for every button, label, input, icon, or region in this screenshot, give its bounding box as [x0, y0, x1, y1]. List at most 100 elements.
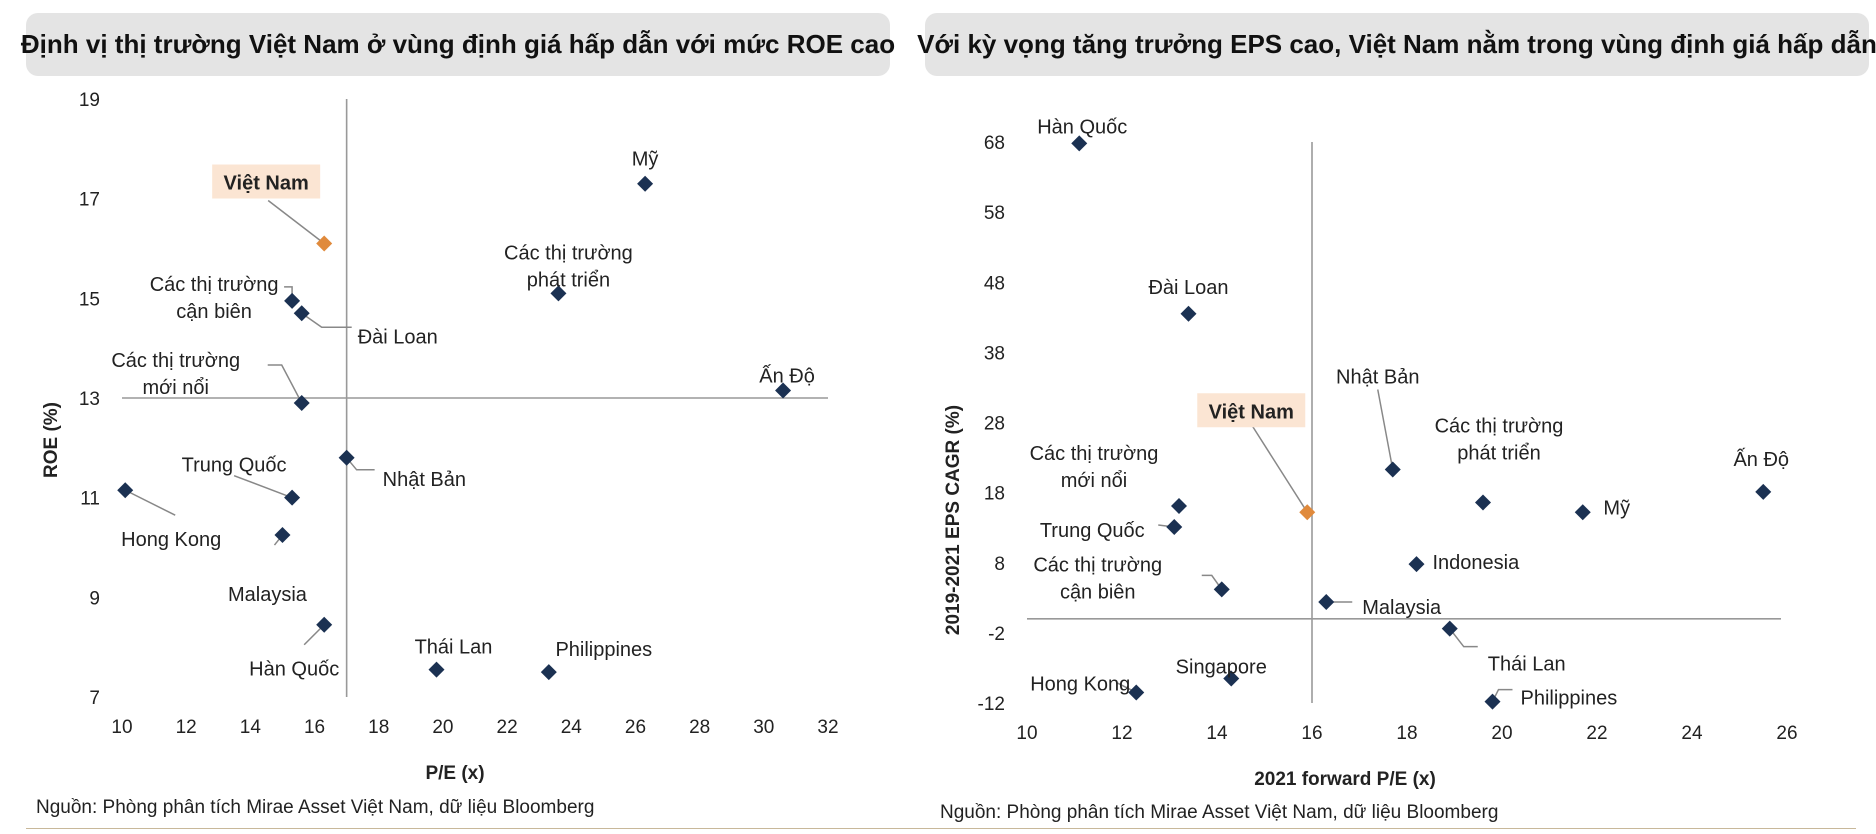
data-point — [117, 482, 134, 499]
x-tick-label: 18 — [1396, 723, 1417, 744]
leader-line — [124, 489, 176, 516]
chart-title: Với kỳ vọng tăng trưởng EPS cao, Việt Na… — [917, 13, 1876, 76]
x-tick-label: 18 — [368, 717, 389, 738]
leader-line — [267, 199, 325, 245]
x-tick-label: 26 — [625, 717, 646, 738]
data-label: cận biên — [1060, 581, 1136, 603]
data-label: Thái Lan — [415, 637, 493, 659]
data-label: Các thị trường — [504, 242, 633, 264]
data-point-highlight — [316, 235, 333, 252]
leader-line — [1449, 628, 1478, 648]
data-label: mới nổi — [1061, 470, 1127, 492]
y-tick-label: 7 — [89, 688, 100, 709]
x-tick-label: 28 — [689, 717, 710, 738]
data-label: Malaysia — [1362, 597, 1442, 619]
data-point — [274, 527, 291, 544]
data-label: Ấn Độ — [759, 365, 815, 388]
data-label: phát triển — [527, 269, 610, 291]
y-tick-label: 68 — [984, 133, 1005, 154]
y-axis-title: 2019-2021 EPS CAGR (%) — [943, 405, 964, 635]
data-label: Các thị trường — [150, 274, 279, 296]
leader-line — [1377, 389, 1394, 470]
y-tick-label: 15 — [79, 289, 100, 310]
x-tick-label: 12 — [176, 717, 197, 738]
data-point — [1484, 693, 1501, 710]
data-label: phát triển — [1457, 442, 1540, 464]
leader-line — [233, 474, 293, 499]
data-label: Nhật Bản — [1336, 366, 1419, 388]
chart-title: Định vị thị trường Việt Nam ở vùng định … — [21, 13, 895, 76]
data-label: Hong Kong — [1030, 673, 1130, 695]
y-tick-label: 18 — [984, 484, 1005, 505]
data-label: Indonesia — [1433, 552, 1521, 574]
data-point — [1128, 684, 1145, 701]
y-tick-label: 13 — [79, 389, 100, 410]
data-label: Philippines — [555, 639, 652, 661]
data-point — [1180, 305, 1197, 322]
y-tick-label: 48 — [984, 273, 1005, 294]
data-point — [550, 285, 567, 302]
leader-line — [1250, 423, 1308, 513]
x-tick-label: 12 — [1111, 723, 1132, 744]
data-point — [1384, 461, 1401, 478]
x-tick-label: 10 — [111, 717, 132, 738]
source-note: Nguồn: Phòng phân tích Mirae Asset Việt … — [940, 802, 1499, 823]
chart-panel-eps: Với kỳ vọng tăng trưởng EPS cao, Việt Na… — [917, 0, 1876, 834]
x-tick-label: 14 — [1206, 723, 1228, 744]
y-tick-label: 19 — [79, 90, 100, 111]
x-tick-label: 22 — [497, 717, 518, 738]
data-label: Malaysia — [228, 584, 308, 606]
data-label: Các thị trường — [1030, 443, 1159, 465]
x-tick-label: 22 — [1586, 723, 1607, 744]
x-tick-label: 20 — [1491, 723, 1512, 744]
y-tick-label: 38 — [984, 343, 1005, 364]
data-point — [1318, 594, 1335, 611]
highlight-label-box — [212, 164, 321, 199]
data-point — [1223, 670, 1240, 687]
data-point — [293, 394, 310, 411]
data-label: Nhật Bản — [383, 469, 466, 491]
data-label: Đài Loan — [1148, 277, 1228, 299]
x-axis-title: P/E (x) — [425, 763, 484, 784]
data-label: Trung Quốc — [182, 455, 287, 477]
data-label: Thái Lan — [1488, 654, 1566, 676]
x-axis-title: 2021 forward P/E (x) — [1254, 769, 1436, 790]
data-label: Đài Loan — [358, 326, 438, 348]
data-label: cận biên — [176, 301, 252, 323]
source-note: Nguồn: Phòng phân tích Mirae Asset Việt … — [36, 797, 595, 818]
data-label: Hong Kong — [121, 529, 221, 551]
data-label-highlight: Việt Nam — [224, 173, 309, 195]
x-tick-label: 10 — [1016, 723, 1037, 744]
data-label: Các thị trường — [1435, 415, 1564, 437]
data-label: Các thị trường — [111, 350, 240, 372]
data-label: Ấn Độ — [1733, 448, 1789, 471]
data-point — [637, 175, 654, 192]
x-tick-label: 16 — [1301, 723, 1322, 744]
x-tick-label: 16 — [304, 717, 325, 738]
data-point — [775, 382, 792, 399]
x-tick-label: 32 — [817, 717, 838, 738]
x-tick-label: 26 — [1776, 723, 1797, 744]
x-tick-label: 20 — [432, 717, 453, 738]
x-tick-label: 30 — [753, 717, 774, 738]
data-label: Philippines — [1521, 688, 1618, 710]
data-point — [316, 616, 333, 633]
data-point — [1408, 556, 1425, 573]
x-tick-label: 24 — [561, 717, 583, 738]
x-tick-label: 24 — [1681, 723, 1703, 744]
data-point — [338, 449, 355, 466]
data-label: Các thị trường — [1033, 554, 1162, 576]
data-point — [1475, 494, 1491, 511]
x-tick-label: 14 — [240, 717, 262, 738]
data-label: Trung Quốc — [1040, 520, 1145, 542]
data-point — [1171, 497, 1187, 514]
y-tick-label: 8 — [994, 554, 1005, 575]
leader-line — [301, 312, 352, 329]
data-label: Mỹ — [632, 149, 659, 171]
y-axis-title: ROE (%) — [41, 402, 62, 478]
data-point — [1574, 504, 1591, 521]
y-tick-label: 28 — [984, 414, 1005, 435]
bottom-divider — [26, 828, 1856, 829]
data-point — [1755, 483, 1772, 500]
y-tick-label: 9 — [89, 588, 100, 609]
